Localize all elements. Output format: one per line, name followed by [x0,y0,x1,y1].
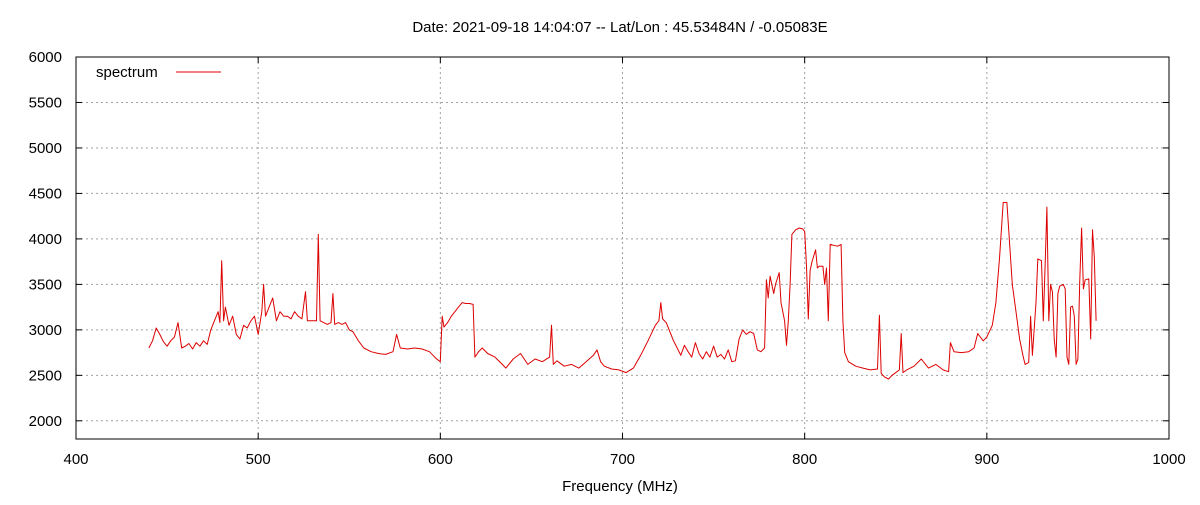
y-tick-label: 2500 [29,367,62,384]
y-tick-label: 3000 [29,322,62,339]
x-tick-label: 500 [246,451,271,468]
series-layer [148,202,1097,380]
legend-label-spectrum: spectrum [96,64,158,81]
y-tick-label: 5500 [29,94,62,111]
grid-lines [76,57,1169,439]
x-axis-label: Frequency (MHz) [562,478,678,495]
x-tick-label: 700 [610,451,635,468]
x-tick-label: 400 [63,451,88,468]
y-tick-label: 2000 [29,413,62,430]
x-tick-label: 600 [428,451,453,468]
y-tick-label: 4000 [29,231,62,248]
y-tick-label: 4500 [29,185,62,202]
axis-ticks: 400 500 600 700 800 900 1000 2000 2500 3000 3500 40… [29,49,1186,468]
chart-title: Date: 2021-09-18 14:04:07 -- Lat/Lon : 4… [412,19,827,36]
x-tick-label: 900 [974,451,999,468]
x-tick-label: 800 [792,451,817,468]
y-tick-label: 3500 [29,276,62,293]
legend: spectrum [96,64,221,81]
y-tick-label: 5000 [29,140,62,157]
x-tick-label: 1000 [1152,451,1185,468]
series-line-spectrum [148,202,1097,380]
y-tick-label: 6000 [29,49,62,66]
